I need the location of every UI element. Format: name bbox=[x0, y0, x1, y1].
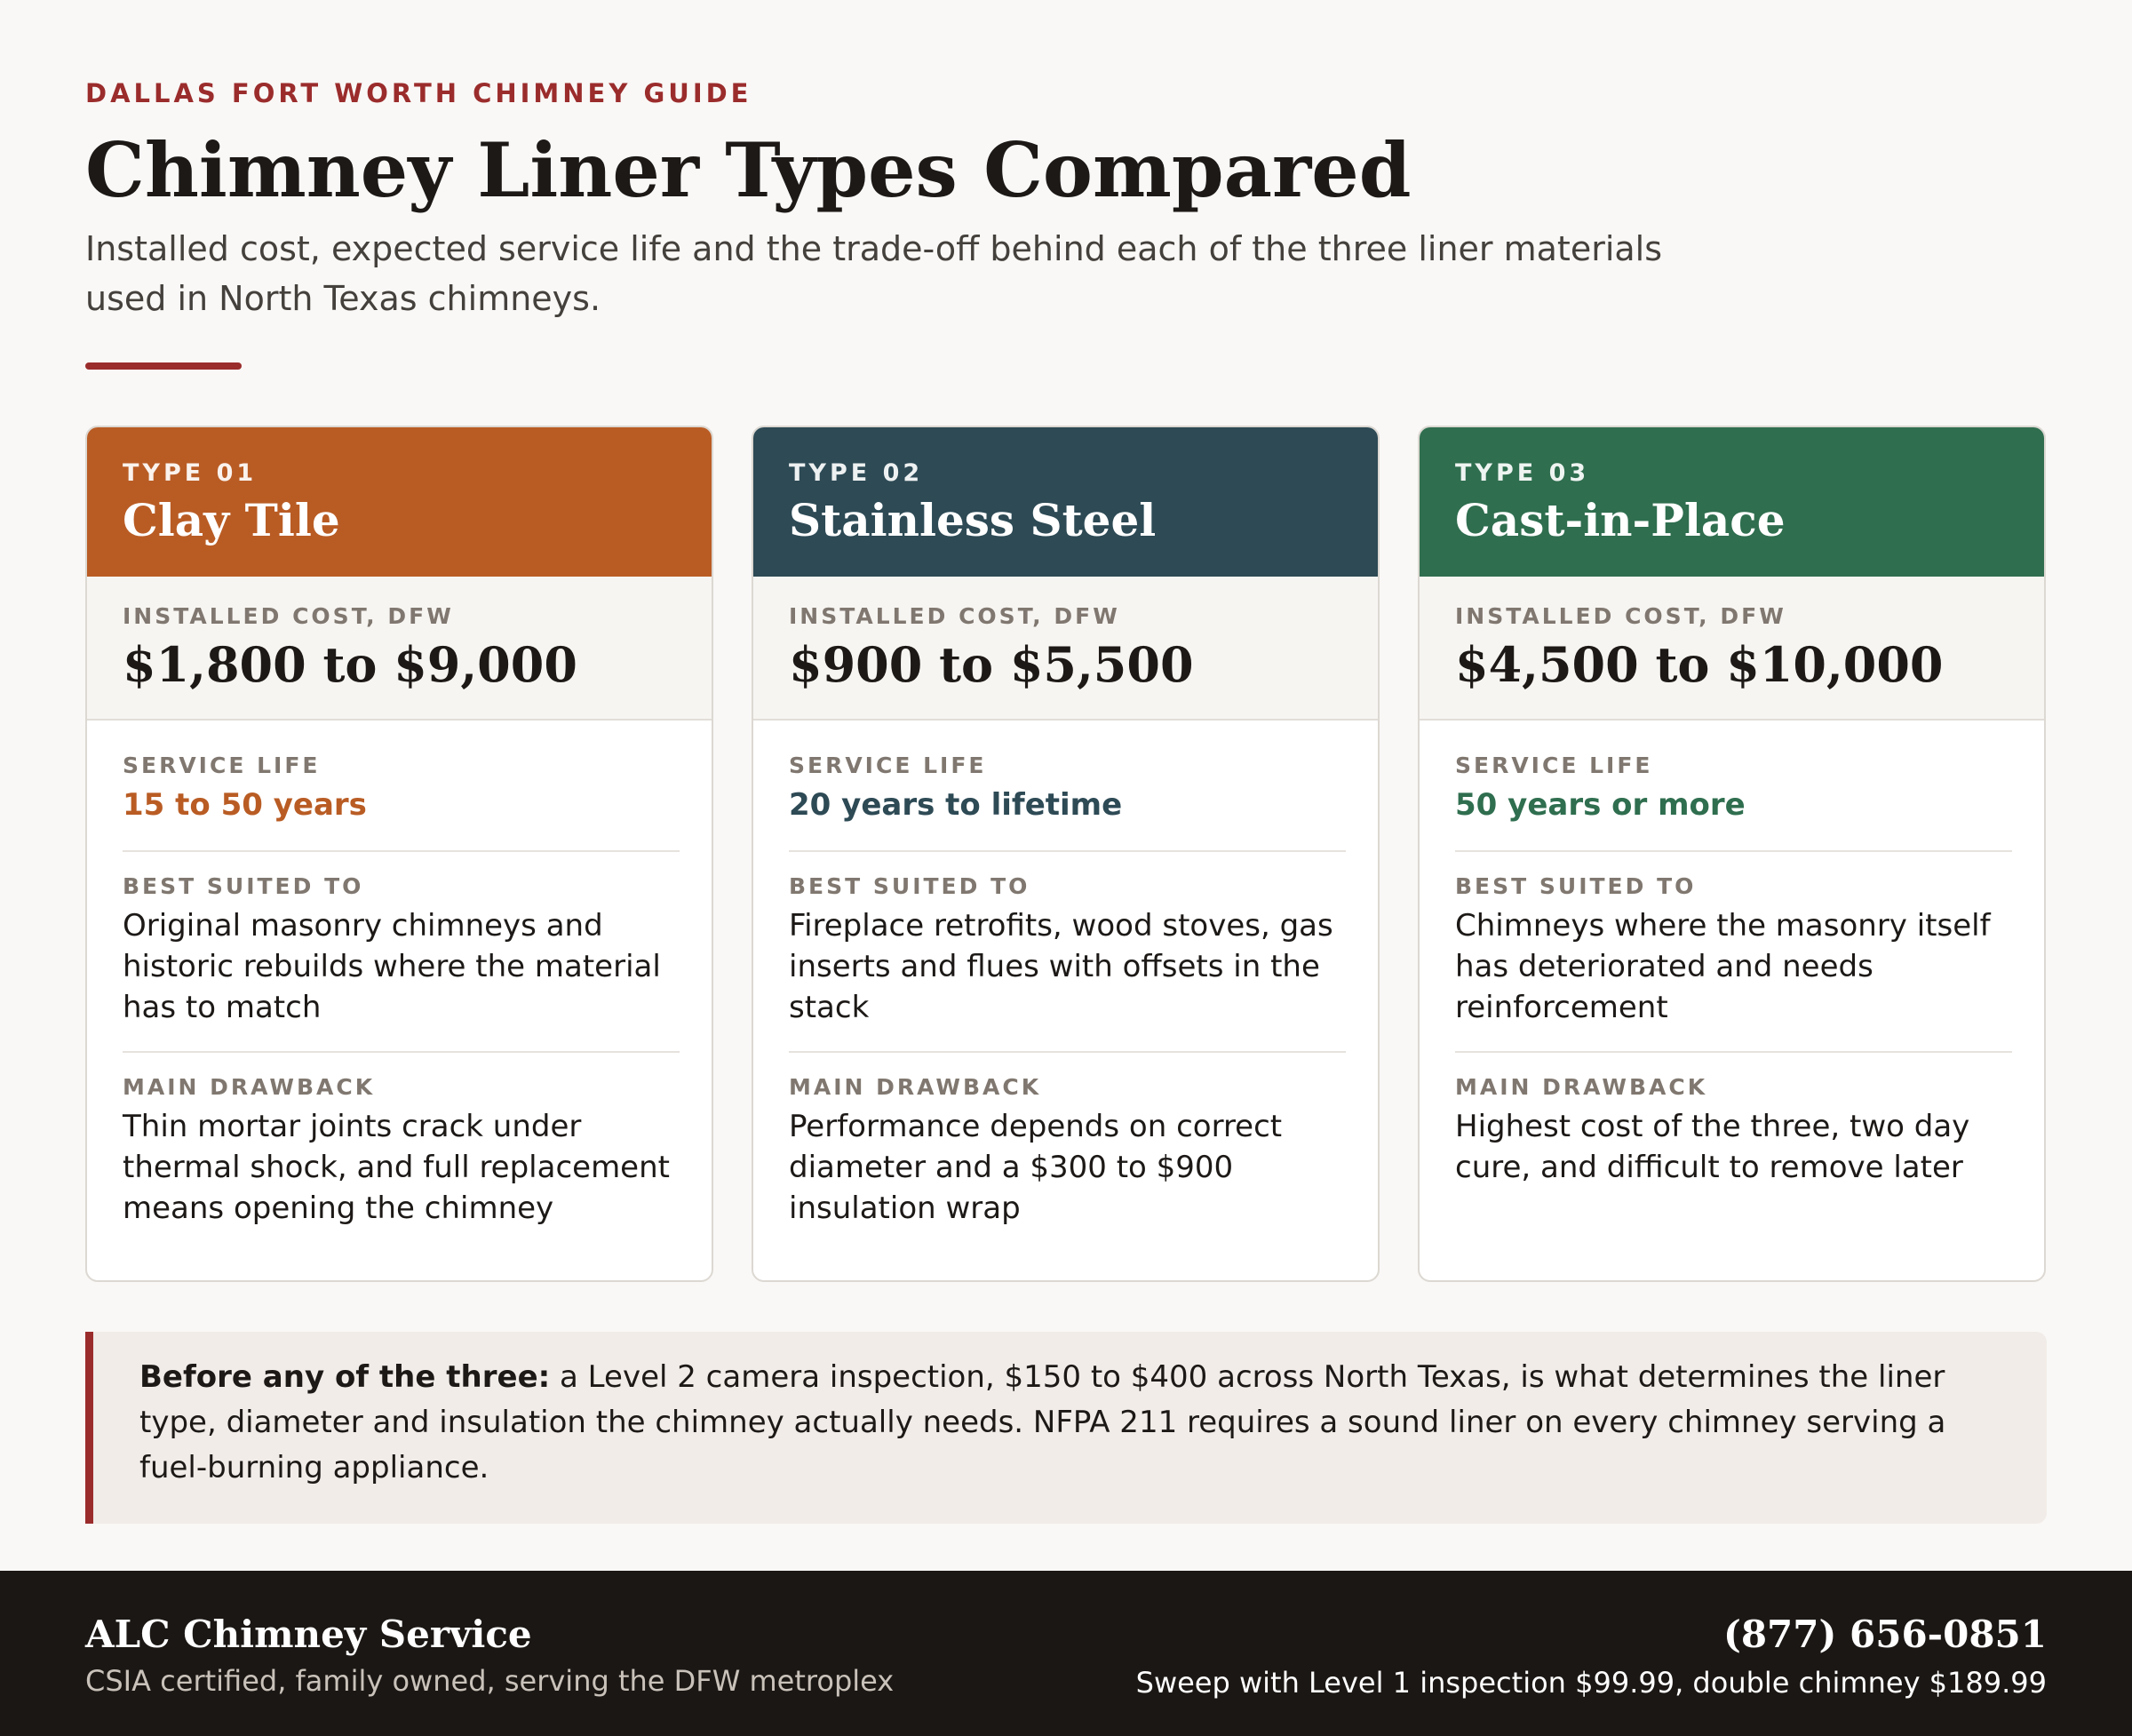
best-suited-text: Fireplace retrofits, wood stoves, gas in… bbox=[789, 908, 1333, 1025]
main-drawback-label: MAIN DRAWBACK bbox=[123, 1074, 376, 1100]
service-life-label: SERVICE LIFE bbox=[789, 753, 987, 778]
main-drawback-label: MAIN DRAWBACK bbox=[789, 1074, 1042, 1100]
inspection-note-text: Before any of the three: a Level 2 camer… bbox=[139, 1355, 2014, 1491]
best-suited-label: BEST SUITED TO bbox=[123, 873, 364, 899]
main-drawback-text: Performance depends on correct diameter … bbox=[789, 1109, 1283, 1226]
main-drawback-text: Highest cost of the three, two day cure,… bbox=[1455, 1109, 1970, 1185]
installed-cost-label: INSTALLED COST, DFW bbox=[123, 603, 454, 629]
company-name: ALC Chimney Service bbox=[85, 1613, 532, 1656]
divider bbox=[123, 1051, 680, 1053]
installed-cost-value: $900 to $5,500 bbox=[789, 636, 1194, 693]
inspection-note: Before any of the three: a Level 2 camer… bbox=[85, 1332, 2047, 1524]
sweep-offer: Sweep with Level 1 inspection $99.99, do… bbox=[1135, 1666, 2047, 1700]
company-tagline: CSIA certified, family owned, serving th… bbox=[85, 1664, 895, 1698]
divider bbox=[1455, 1051, 2012, 1053]
card-type-label: TYPE 01 bbox=[123, 459, 258, 487]
liner-card-clay-tile: TYPE 01 Clay Tile INSTALLED COST, DFW $1… bbox=[85, 426, 713, 1282]
service-life-value: 20 years to lifetime bbox=[789, 787, 1123, 823]
installed-cost-label: INSTALLED COST, DFW bbox=[1455, 603, 1786, 629]
liner-card-cast-in-place: TYPE 03 Cast-in-Place INSTALLED COST, DF… bbox=[1418, 426, 2046, 1282]
footer: ALC Chimney Service CSIA certified, fami… bbox=[0, 1571, 2132, 1736]
service-life-value: 50 years or more bbox=[1455, 787, 1746, 823]
liner-cards: TYPE 01 Clay Tile INSTALLED COST, DFW $1… bbox=[85, 426, 2047, 1284]
installed-cost-value: $4,500 to $10,000 bbox=[1455, 636, 1944, 693]
liner-card-stainless-steel: TYPE 02 Stainless Steel INSTALLED COST, … bbox=[752, 426, 1380, 1282]
installed-cost-value: $1,800 to $9,000 bbox=[123, 636, 577, 693]
divider bbox=[789, 850, 1346, 852]
card-type-label: TYPE 02 bbox=[789, 459, 924, 487]
note-body: a Level 2 camera inspection, $150 to $40… bbox=[139, 1359, 1946, 1485]
card-type-label: TYPE 03 bbox=[1455, 459, 1590, 487]
service-life-label: SERVICE LIFE bbox=[1455, 753, 1653, 778]
eyebrow-label: DALLAS FORT WORTH CHIMNEY GUIDE bbox=[85, 78, 752, 108]
best-suited-text: Original masonry chimneys and historic r… bbox=[123, 908, 661, 1025]
card-name: Cast-in-Place bbox=[1455, 494, 1786, 546]
best-suited-text: Chimneys where the masonry itself has de… bbox=[1455, 908, 1991, 1025]
best-suited-label: BEST SUITED TO bbox=[1455, 873, 1697, 899]
cost-band: INSTALLED COST, DFW $4,500 to $10,000 bbox=[1420, 577, 2044, 721]
service-life-label: SERVICE LIFE bbox=[123, 753, 321, 778]
service-life-value: 15 to 50 years bbox=[123, 787, 367, 823]
main-drawback-label: MAIN DRAWBACK bbox=[1455, 1074, 1708, 1100]
card-header: TYPE 01 Clay Tile bbox=[87, 427, 712, 577]
card-header: TYPE 03 Cast-in-Place bbox=[1420, 427, 2044, 577]
card-header: TYPE 02 Stainless Steel bbox=[753, 427, 1378, 577]
best-suited-label: BEST SUITED TO bbox=[789, 873, 1030, 899]
page-title: Chimney Liner Types Compared bbox=[85, 126, 1412, 214]
card-name: Stainless Steel bbox=[789, 494, 1157, 546]
divider bbox=[789, 1051, 1346, 1053]
page-subtitle: Installed cost, expected service life an… bbox=[85, 229, 1663, 318]
installed-cost-label: INSTALLED COST, DFW bbox=[789, 603, 1120, 629]
cost-band: INSTALLED COST, DFW $1,800 to $9,000 bbox=[87, 577, 712, 721]
accent-rule bbox=[85, 362, 242, 370]
cost-band: INSTALLED COST, DFW $900 to $5,500 bbox=[753, 577, 1378, 721]
divider bbox=[123, 850, 680, 852]
phone-number[interactable]: (877) 656-0851 bbox=[1722, 1613, 2047, 1656]
card-name: Clay Tile bbox=[123, 494, 340, 546]
main-drawback-text: Thin mortar joints crack under thermal s… bbox=[123, 1109, 670, 1226]
note-lead: Before any of the three: bbox=[139, 1359, 551, 1395]
divider bbox=[1455, 850, 2012, 852]
